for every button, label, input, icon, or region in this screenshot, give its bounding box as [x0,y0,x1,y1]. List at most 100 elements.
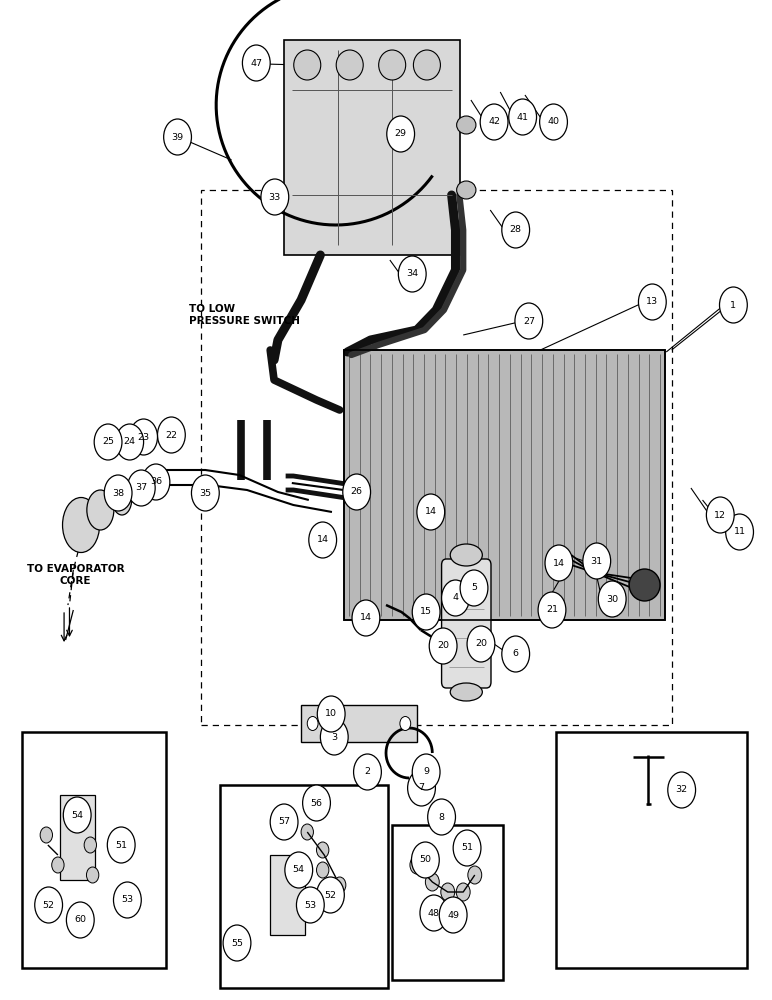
Circle shape [354,754,381,790]
Bar [301,705,417,742]
Text: 3: 3 [331,732,337,742]
Text: 24: 24 [124,438,136,446]
Text: 2: 2 [364,768,371,776]
Circle shape [320,719,348,755]
Circle shape [502,212,530,248]
Text: TO EVAPORATOR
CORE: TO EVAPORATOR CORE [27,564,124,586]
FancyBboxPatch shape [442,559,491,688]
Text: 40: 40 [547,117,560,126]
Text: 28: 28 [510,226,522,234]
Circle shape [540,104,567,140]
Text: 31: 31 [591,556,603,566]
Text: 42: 42 [488,117,500,126]
Circle shape [410,856,424,874]
Circle shape [94,424,122,460]
Ellipse shape [450,544,482,566]
Bar [201,190,672,725]
Circle shape [63,797,91,833]
Text: 14: 14 [553,558,565,568]
Ellipse shape [413,50,440,80]
Text: 6: 6 [513,650,519,658]
Circle shape [307,716,318,730]
Circle shape [468,866,482,884]
Circle shape [480,104,508,140]
Text: 48: 48 [428,908,440,918]
Circle shape [638,284,666,320]
Circle shape [317,696,345,732]
Text: 26: 26 [350,488,363,496]
Circle shape [425,873,439,891]
Circle shape [127,470,155,506]
Circle shape [400,716,411,730]
Text: 49: 49 [447,910,459,920]
Circle shape [420,895,448,931]
Circle shape [343,474,371,510]
Text: 4: 4 [452,593,459,602]
Circle shape [142,464,170,500]
Circle shape [296,887,324,923]
Text: 12: 12 [714,510,726,520]
Text: 23: 23 [137,432,150,442]
Circle shape [412,594,440,630]
Text: 7: 7 [418,784,425,792]
Circle shape [538,592,566,628]
Bar [270,855,305,935]
Text: 33: 33 [269,192,281,202]
Text: 34: 34 [406,269,418,278]
Circle shape [52,857,64,873]
Text: 11: 11 [733,528,746,536]
Circle shape [668,772,696,808]
Text: 13: 13 [646,298,659,306]
Circle shape [242,45,270,81]
Text: 36: 36 [150,478,162,487]
Ellipse shape [113,485,131,515]
Text: 14: 14 [360,613,372,622]
Text: 54: 54 [293,865,305,874]
Circle shape [387,116,415,152]
Text: 22: 22 [165,430,178,440]
Text: 60: 60 [74,916,86,924]
Circle shape [116,424,144,460]
Circle shape [303,785,330,821]
Circle shape [460,570,488,606]
Circle shape [408,770,435,806]
Text: 25: 25 [102,438,114,446]
Circle shape [130,419,157,455]
Circle shape [40,827,52,843]
Bar [284,40,460,255]
Circle shape [104,475,132,511]
Circle shape [398,256,426,292]
Text: 53: 53 [304,900,317,910]
Circle shape [598,581,626,617]
Bar [60,795,95,880]
Circle shape [285,852,313,888]
Text: 41: 41 [516,112,529,121]
Ellipse shape [63,497,100,552]
Text: 27: 27 [523,316,535,326]
Bar [22,732,166,968]
Circle shape [417,494,445,530]
Text: 10: 10 [325,710,337,718]
Circle shape [191,475,219,511]
Circle shape [301,824,313,840]
Circle shape [412,754,440,790]
Text: 47: 47 [250,58,262,68]
Circle shape [456,883,470,901]
Bar [344,350,665,620]
Circle shape [726,514,753,550]
Text: 30: 30 [606,594,618,603]
Text: 52: 52 [42,900,55,910]
Circle shape [113,882,141,918]
Circle shape [107,827,135,863]
Circle shape [66,902,94,938]
Ellipse shape [456,181,476,199]
Ellipse shape [86,490,114,530]
Ellipse shape [450,683,482,701]
Ellipse shape [293,50,321,80]
Text: 14: 14 [425,508,437,516]
Bar [344,350,665,620]
Circle shape [467,626,495,662]
Circle shape [317,862,329,878]
Circle shape [84,837,96,853]
Circle shape [270,804,298,840]
